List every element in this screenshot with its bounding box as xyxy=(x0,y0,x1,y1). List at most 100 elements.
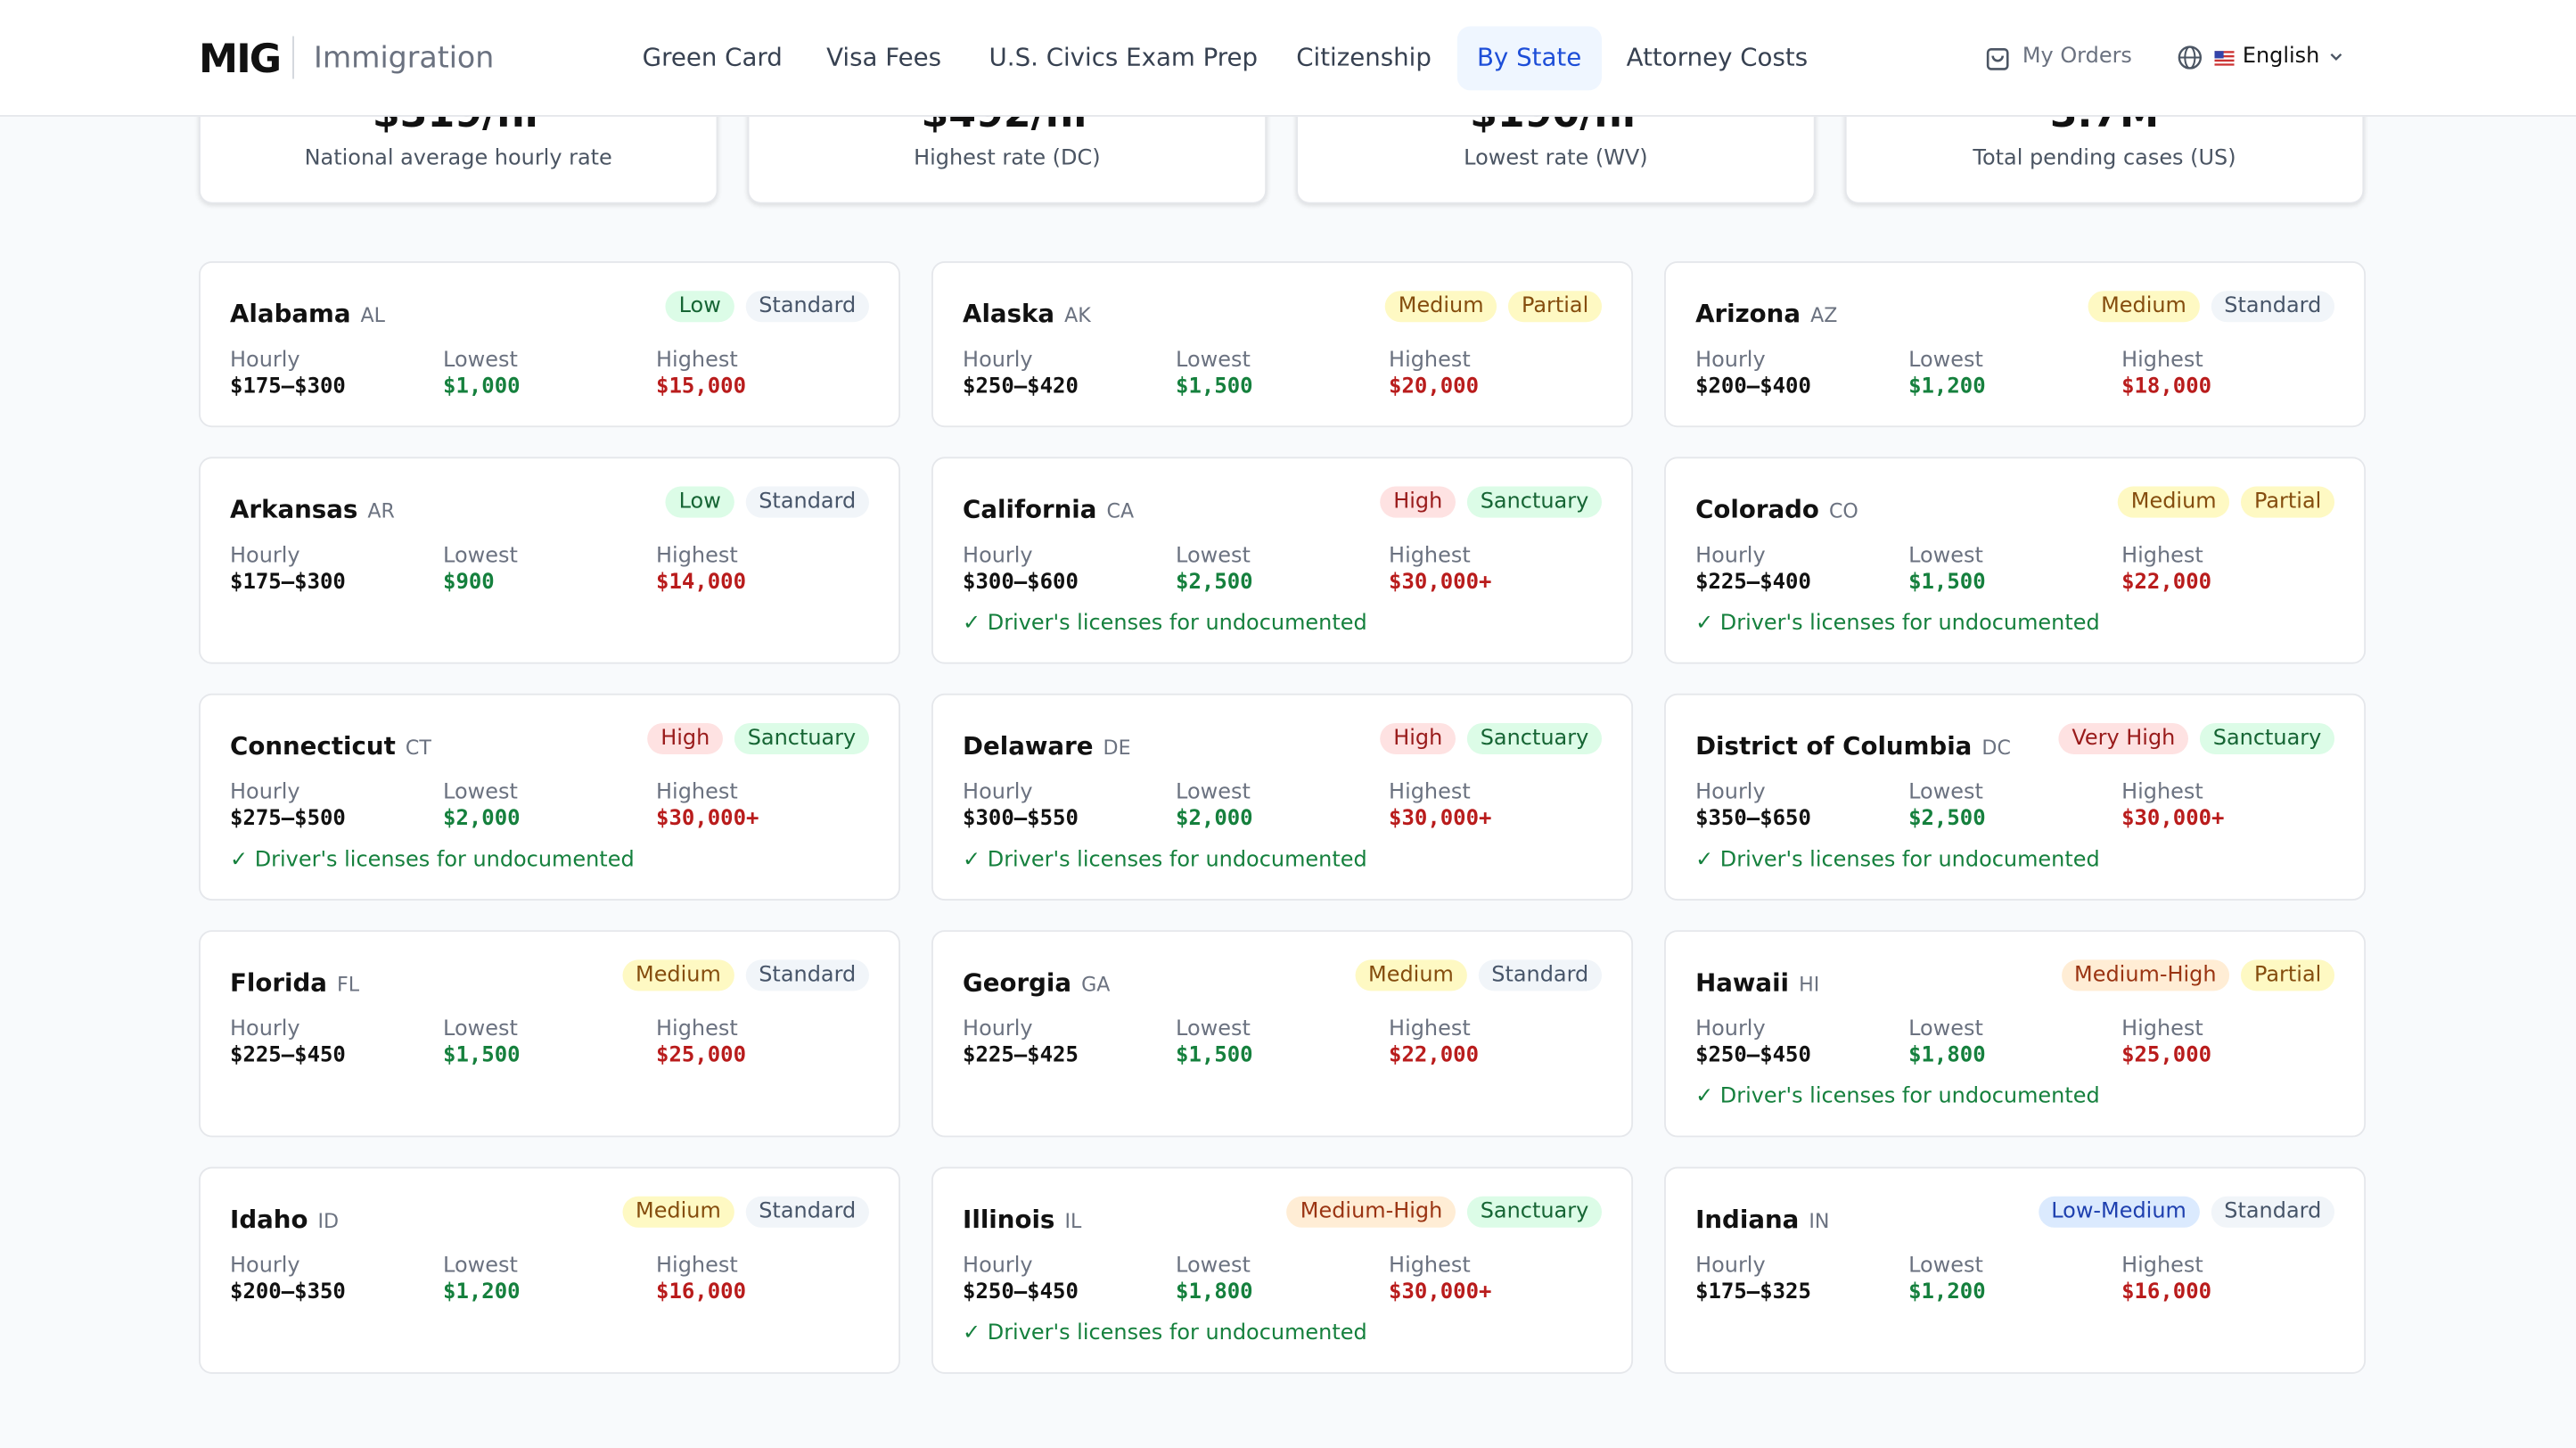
highest-label: Highest xyxy=(1389,544,1471,569)
stats-row: Hourly $225–$450 Lowest $1,500 Highest $25,00… xyxy=(230,1017,869,1068)
stat-col: Hourly $175–$300 xyxy=(230,544,443,595)
state-abbr: FL xyxy=(337,973,360,996)
state-title: Arkansas xyxy=(230,494,358,524)
lowest-label: Lowest xyxy=(443,1254,518,1279)
stat-col: Highest $30,000+ xyxy=(1389,544,1602,595)
chevron[interactable] xyxy=(2328,51,2344,64)
lowest-label: Lowest xyxy=(1176,348,1251,374)
stat-col: Lowest $1,800 xyxy=(1908,1017,2121,1068)
state-card: Arkansas AR Low Standard Hourly $175–$300 Lowe… xyxy=(199,457,901,664)
logo[interactable]: MIG xyxy=(199,36,282,83)
hourly-label: Hourly xyxy=(230,780,300,806)
state-card: Georgia GA Medium Standard Hourly $225–$425 Lo… xyxy=(931,930,1634,1138)
stat-col: Highest $30,000+ xyxy=(2121,780,2334,831)
highest-label: Highest xyxy=(656,544,738,569)
state-grid: Alabama AL Low Standard Hourly $175–$300 Lowes… xyxy=(199,261,2367,1374)
policy-badge: Partial xyxy=(2241,486,2335,518)
nav-item[interactable]: By State xyxy=(1456,26,1602,91)
stat-col: Lowest $2,000 xyxy=(443,780,656,831)
state-name: Connecticut CT xyxy=(230,731,869,761)
state-name: Illinois IL xyxy=(963,1205,1602,1234)
stat-label: Total pending cases (US) xyxy=(1973,146,2236,171)
stat-col: Hourly $250–$450 xyxy=(1695,1017,1908,1068)
lowest-value: $1,500 xyxy=(443,1043,521,1069)
badges: Medium Standard xyxy=(622,1196,869,1228)
lowest-value: $2,000 xyxy=(443,806,521,832)
stat-col: Highest $22,000 xyxy=(1389,1017,1602,1068)
stat-col: Lowest $1,500 xyxy=(443,1017,656,1068)
stat-col: Lowest $1,200 xyxy=(1908,1254,2121,1304)
highest-label: Highest xyxy=(656,348,738,374)
lowest-label: Lowest xyxy=(1908,1254,1983,1279)
state-abbr: IN xyxy=(1809,1209,1830,1233)
lowest-value: $1,500 xyxy=(1176,374,1253,399)
stat-col: Hourly $275–$500 xyxy=(230,780,443,831)
highest-label: Highest xyxy=(656,1016,738,1042)
lowest-value: $1,000 xyxy=(443,374,521,399)
stat-col: Hourly $175–$300 xyxy=(230,349,443,399)
hourly-value: $300–$600 xyxy=(963,570,1079,596)
my-orders[interactable]: My Orders xyxy=(2022,44,2132,70)
badges: Medium Standard xyxy=(622,959,869,991)
policy-badge: Partial xyxy=(1508,291,1603,323)
state-card: Florida FL Medium Standard Hourly $225–$450 Lo… xyxy=(199,930,901,1138)
cost-badge: Low xyxy=(665,291,734,323)
stats-row: Hourly $300–$600 Lowest $2,500 Highest $30,00… xyxy=(963,544,1602,595)
cart-icon[interactable] xyxy=(1984,45,2010,72)
cost-badge: Very High xyxy=(2058,722,2189,754)
state-title: Georgia xyxy=(963,967,1072,998)
lowest-label: Lowest xyxy=(1176,544,1251,569)
stat-col: Lowest $1,500 xyxy=(1908,544,2121,595)
lowest-value: $1,200 xyxy=(1908,374,1986,399)
cost-badge: Medium-High xyxy=(1287,1196,1456,1228)
language[interactable]: English xyxy=(2242,44,2320,70)
policy-badge: Standard xyxy=(2211,291,2335,323)
policy-badge: Sanctuary xyxy=(1466,486,1603,518)
state-title: Colorado xyxy=(1695,494,1819,524)
lowest-value: $900 xyxy=(443,570,495,596)
state-title: Idaho xyxy=(230,1204,308,1235)
policy-badge: Standard xyxy=(745,486,869,518)
badges: Medium Partial xyxy=(1385,291,1603,323)
state-title: Delaware xyxy=(963,731,1094,761)
state-abbr: AL xyxy=(360,303,386,327)
policy-badge: Sanctuary xyxy=(1466,722,1603,754)
highest-value: $15,000 xyxy=(656,374,747,399)
stat-col: Highest $20,000 xyxy=(1389,349,1602,399)
highest-value: $25,000 xyxy=(2121,1043,2212,1069)
state-title: Florida xyxy=(230,967,327,998)
lowest-value: $1,800 xyxy=(1176,1279,1253,1305)
cost-badge: Medium xyxy=(1385,291,1497,323)
brand[interactable]: Immigration xyxy=(314,41,495,76)
state-name: District of Columbia DC xyxy=(1695,731,2334,761)
hourly-label: Hourly xyxy=(963,1016,1033,1042)
state-card: Idaho ID Medium Standard Hourly $200–$350 Lowe… xyxy=(199,1166,901,1374)
hourly-value: $275–$500 xyxy=(230,806,346,832)
lowest-label: Lowest xyxy=(443,544,518,569)
badges: High Sanctuary xyxy=(1380,722,1603,754)
hourly-value: $300–$550 xyxy=(963,806,1079,832)
stat-col: Hourly $350–$650 xyxy=(1695,780,1908,831)
nav-item[interactable]: U.S. Civics Exam Prep xyxy=(989,42,1259,73)
nav-item[interactable]: Citizenship xyxy=(1296,42,1432,73)
lowest-value: $2,500 xyxy=(1908,806,1986,832)
stat-label: Highest rate (DC) xyxy=(914,146,1101,171)
state-title: Arizona xyxy=(1695,299,1801,329)
globe-icon[interactable] xyxy=(2177,45,2203,70)
nav-item[interactable]: Green Card xyxy=(642,42,783,73)
policy-badge: Sanctuary xyxy=(734,722,869,754)
stats-row: Hourly $250–$450 Lowest $1,800 Highest $25,00… xyxy=(1695,1017,2334,1068)
separator xyxy=(292,36,294,79)
lowest-label: Lowest xyxy=(443,1016,518,1042)
policy-badge: Standard xyxy=(745,1196,869,1228)
lowest-label: Lowest xyxy=(1908,780,1983,806)
highest-value: $16,000 xyxy=(2121,1279,2212,1305)
highest-value: $22,000 xyxy=(1389,1043,1480,1069)
nav-item[interactable]: Visa Fees xyxy=(826,42,942,73)
stat-col: Lowest $2,000 xyxy=(1176,780,1389,831)
nav-item[interactable]: Attorney Costs xyxy=(1626,42,1809,73)
cost-badge: High xyxy=(1380,486,1456,518)
highest-label: Highest xyxy=(2121,1254,2203,1279)
stat-col: Lowest $2,500 xyxy=(1908,780,2121,831)
state-card: Illinois IL Medium-High Sanctuary Hourly $250… xyxy=(931,1166,1634,1374)
